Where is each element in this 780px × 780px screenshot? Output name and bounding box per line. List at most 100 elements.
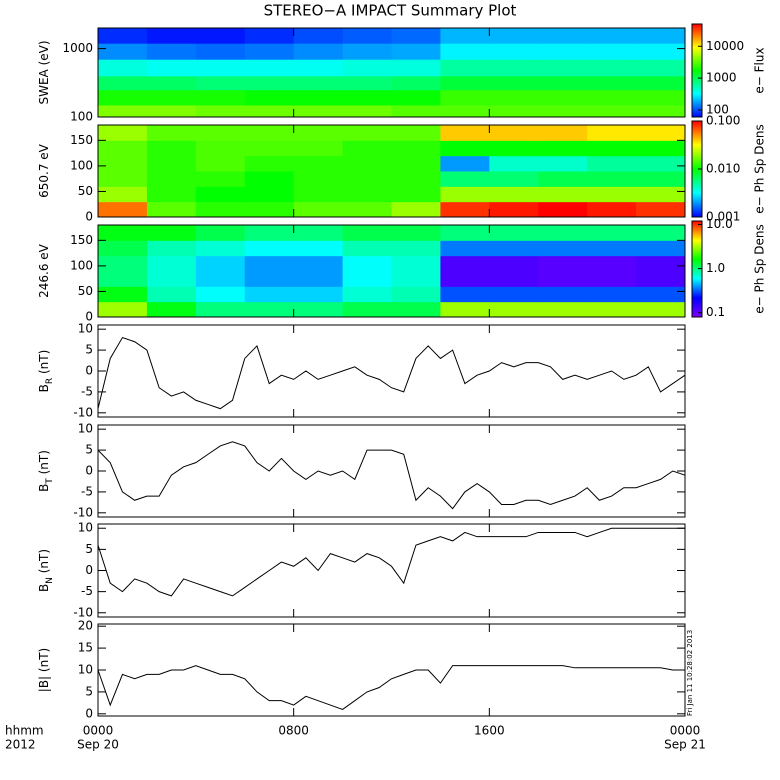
y-axis-label: 246.6 eV [37, 243, 51, 298]
y-tick-label: 5 [85, 542, 93, 556]
heatmap-cell [587, 301, 637, 318]
heatmap-cell [146, 186, 197, 203]
heatmap-cell [538, 59, 588, 77]
y-tick-label: 150 [70, 133, 93, 147]
heatmap-cell [391, 125, 441, 141]
heatmap-cell [391, 201, 441, 218]
heatmap-cell [489, 75, 539, 91]
y-axis-label: SWEA (eV) [37, 40, 51, 104]
heatmap-cell [636, 201, 686, 218]
heatmap-cell [391, 28, 441, 44]
heatmap-cell [195, 201, 246, 218]
heatmap-cell [195, 240, 246, 257]
y-axis-label: BT (nT) [37, 450, 55, 492]
heatmap-cell [342, 171, 392, 187]
heatmap-cell [98, 186, 148, 203]
heatmap-cell [489, 43, 539, 60]
heatmap-cell [293, 155, 344, 172]
heatmap-cell [244, 43, 295, 60]
heatmap-cell [538, 125, 588, 141]
heatmap-cell [489, 125, 539, 141]
heatmap-cell [391, 104, 441, 118]
heatmap-cell [342, 301, 392, 318]
heatmap-cell [293, 75, 344, 91]
heatmap-cell [293, 255, 344, 272]
heatmap-cell [146, 255, 197, 272]
panel-frame [97, 124, 686, 218]
y-axis-label-part: SWEA (eV) [37, 40, 51, 104]
y-tick-label: 0 [85, 706, 93, 720]
heatmap-cell [342, 286, 392, 303]
heatmap-cell [98, 140, 148, 157]
heatmap-cell [293, 171, 344, 187]
heatmap-cell [538, 301, 588, 318]
heatmap-cell [440, 240, 490, 257]
heatmap-cell [195, 271, 246, 287]
heatmap-cell [293, 286, 344, 303]
heatmap-cell [636, 271, 686, 287]
heatmap-cell [146, 271, 197, 287]
x-unit-label: hhmm [5, 724, 44, 738]
heatmap-cell [636, 75, 686, 91]
heatmap-cell [391, 286, 441, 303]
heatmap-cell [587, 240, 637, 257]
heatmap-cell [636, 155, 686, 172]
heatmap-cell [636, 104, 686, 118]
x-tick-label: 0000 [670, 724, 701, 738]
heatmap-cell [391, 75, 441, 91]
heatmap-cell [293, 240, 344, 257]
heatmap-cell [342, 240, 392, 257]
heatmap-cell [587, 255, 637, 272]
colorbar-tick-label: 10.0 [706, 217, 733, 231]
heatmap-cell [440, 155, 490, 172]
y-axis-label-part: (nT) [37, 450, 51, 478]
y-tick-label: -5 [81, 584, 93, 598]
data-line [97, 527, 685, 597]
heatmap-cell [489, 225, 539, 241]
heatmap-cell [636, 171, 686, 187]
y-tick-label: -10 [73, 505, 93, 519]
heatmap-cell [98, 201, 148, 218]
heatmap-cell [98, 240, 148, 257]
heatmap-cell [587, 89, 637, 106]
y-tick-label: 0 [85, 364, 93, 378]
heatmap-cell [244, 140, 295, 157]
heatmap-cell [146, 155, 197, 172]
heatmap-cell [342, 225, 392, 241]
heatmap-cell [146, 28, 197, 44]
panel-frame [97, 27, 686, 118]
heatmap-cell [195, 43, 246, 60]
heatmap-cell [244, 301, 295, 318]
colorbar-tick-label: 0.100 [706, 114, 740, 128]
heatmap-cell [244, 286, 295, 303]
heatmap-cell [98, 75, 148, 91]
heatmap-cell [587, 225, 637, 241]
y-tick-label: -10 [73, 605, 93, 619]
y-tick-label: 5 [85, 343, 93, 357]
heatmap-cell [391, 171, 441, 187]
heatmap-cell [98, 255, 148, 272]
heatmap-cell [293, 301, 344, 318]
heatmap-cell [244, 155, 295, 172]
heatmap-cell [538, 186, 588, 203]
y-tick-label: 10 [78, 422, 93, 436]
y-axis-label-part: B [37, 484, 51, 492]
y-axis-label: BN (nT) [37, 549, 55, 592]
heatmap-cell [636, 301, 686, 318]
y-tick-label: -10 [73, 405, 93, 419]
heatmap-cell [98, 225, 148, 241]
heatmap-cell [244, 171, 295, 187]
y-axis-label-part: (nT) [37, 549, 51, 577]
y-axis-label-part: 246.6 eV [37, 243, 51, 298]
heatmap-cell [538, 89, 588, 106]
heatmap-cell [587, 28, 637, 44]
timestamp: Fri Jan 11 10:28:02 2013 [686, 630, 694, 716]
heatmap-cell [195, 171, 246, 187]
heatmap-cell [195, 155, 246, 172]
heatmap-cell [636, 286, 686, 303]
heatmap-cell [440, 186, 490, 203]
chart-title: STEREO−A IMPACT Summary Plot [264, 2, 517, 20]
heatmap-cell [391, 140, 441, 157]
heatmap-cell [98, 104, 148, 118]
heatmap-cell [195, 140, 246, 157]
